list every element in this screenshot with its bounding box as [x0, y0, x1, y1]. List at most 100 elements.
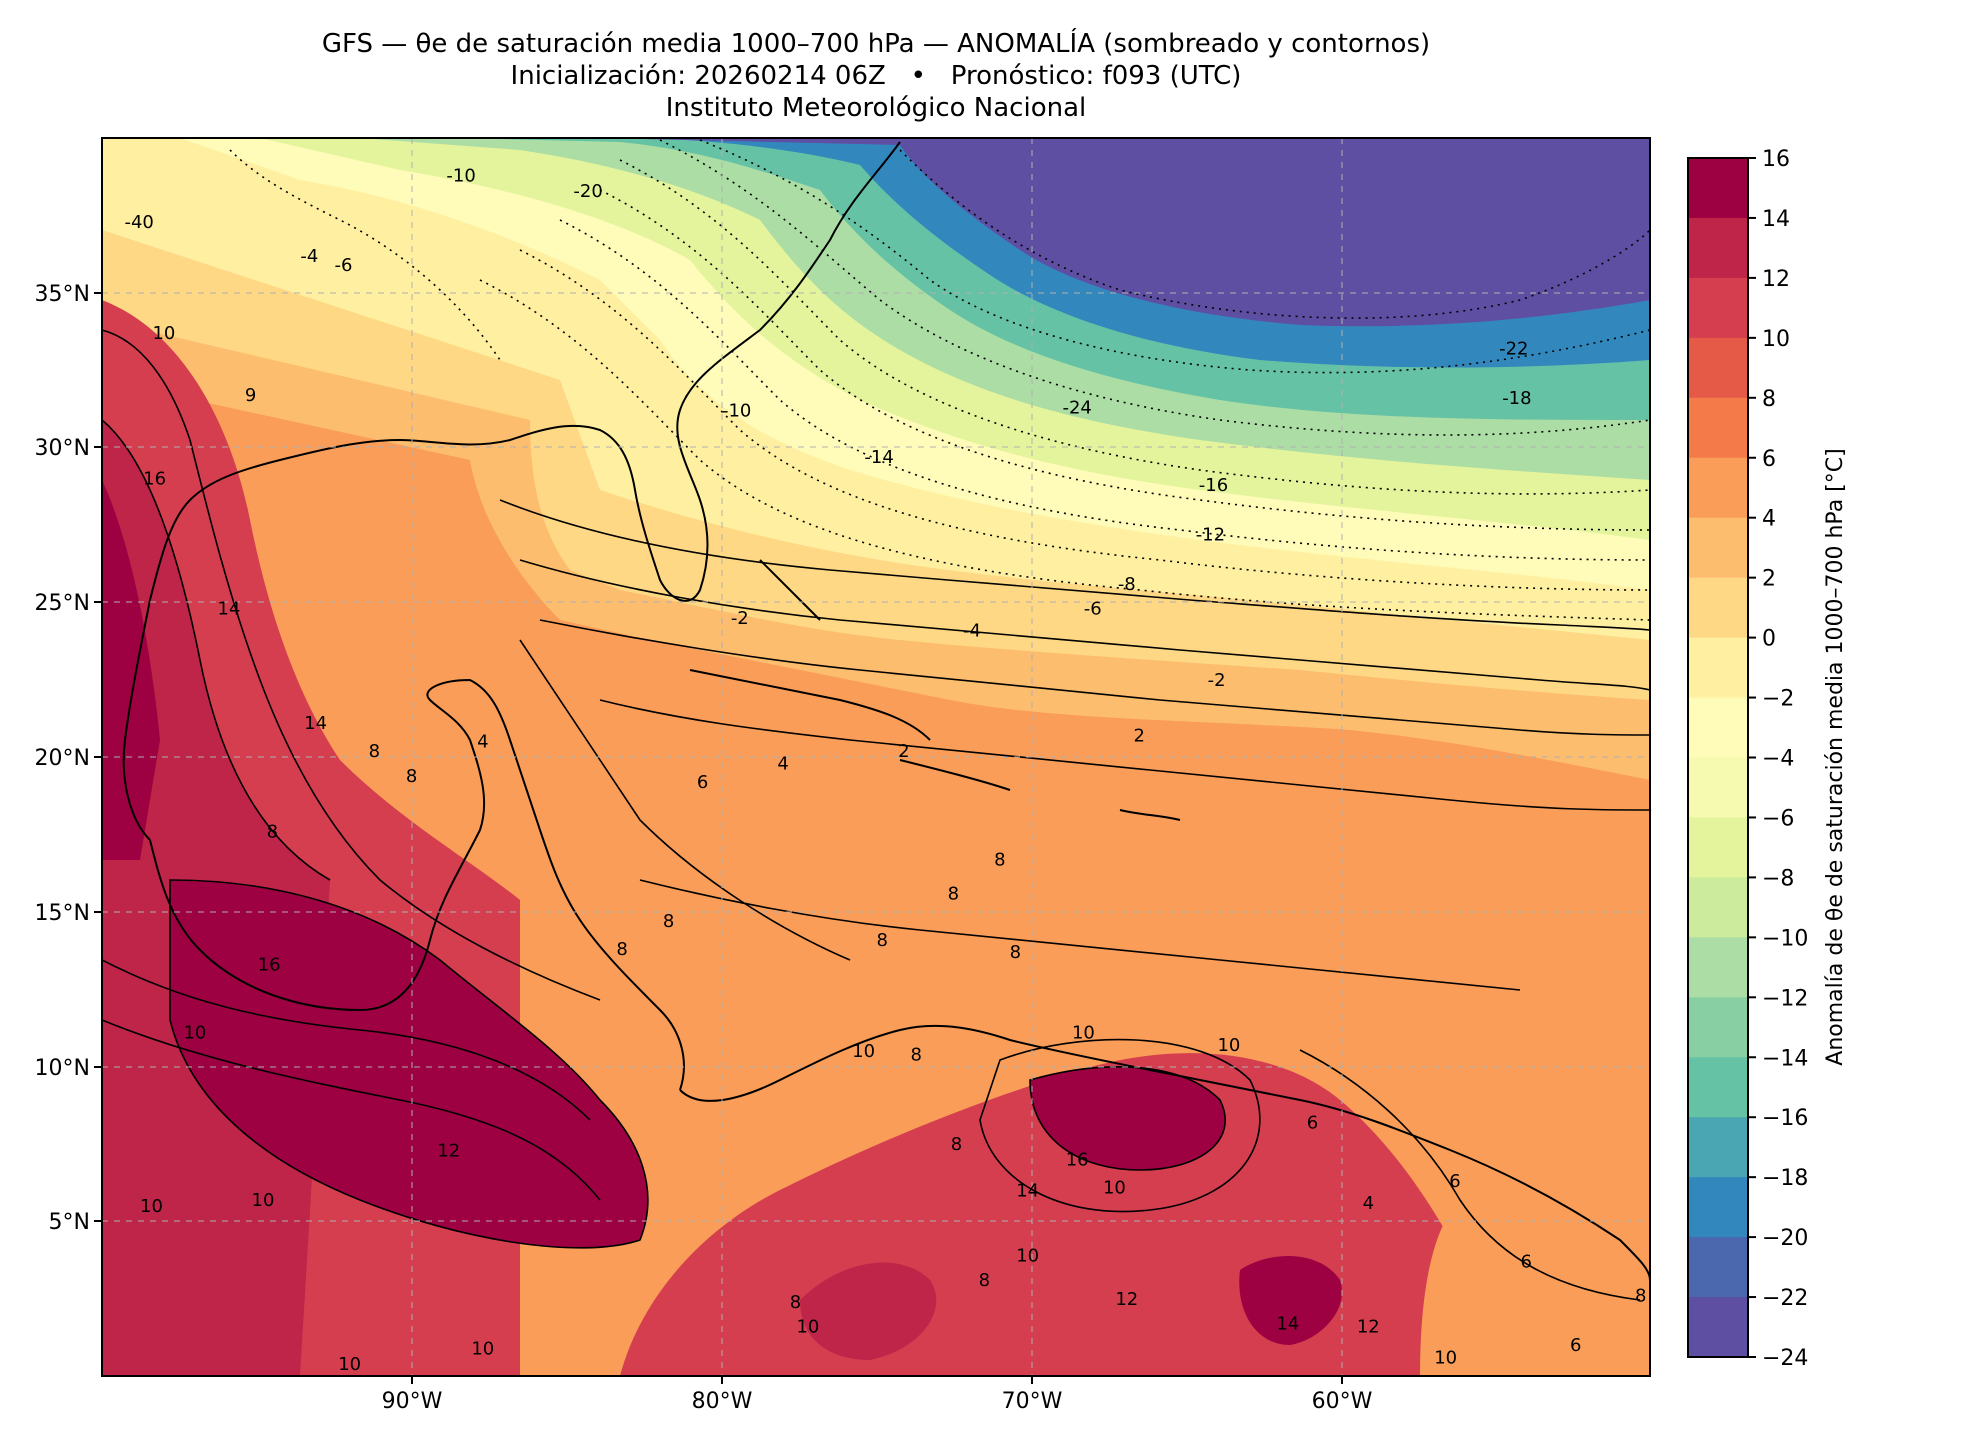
contour-label: -18	[1502, 388, 1531, 409]
lon-tick-label: 80°W	[692, 1389, 753, 1414]
contour-label: 16	[258, 955, 281, 976]
colorbar-swatch	[1688, 937, 1748, 998]
contour-m8	[559, 219, 1650, 561]
contour-label: -16	[1199, 475, 1228, 496]
contour-label: 16	[143, 469, 166, 490]
contour-label: -8	[1118, 574, 1136, 595]
colorbar-tick-label: −14	[1762, 1046, 1808, 1071]
lon-axis: 90°W 80°W 70°W 60°W	[382, 1376, 1373, 1414]
colorbar-tick-label: 10	[1762, 327, 1790, 352]
colorbar-tick-label: 12	[1762, 267, 1790, 292]
contour-label: 6	[1570, 1335, 1581, 1356]
contour-6-guianas	[1299, 1049, 1641, 1301]
colorbar-ticks: 16 14 12 10 8 6 4 2 0 −2 −4 −6 −8 −10 −12 −14 −16 −18 −20 −…	[1748, 147, 1808, 1371]
contour-label: 8	[910, 1044, 921, 1065]
contour-label: -6	[1084, 599, 1102, 620]
colorbar-swatch	[1688, 397, 1748, 459]
contour-label: 10	[1103, 1177, 1126, 1198]
contour-label: 8	[616, 939, 627, 960]
colorbar-tick-label: −18	[1762, 1166, 1808, 1191]
contour-label: -14	[864, 447, 893, 468]
contour-label: 10	[252, 1190, 275, 1211]
colorbar-tick-label: 8	[1762, 387, 1776, 412]
contour-label: -4	[963, 620, 981, 641]
contour-label: 6	[1449, 1171, 1460, 1192]
contour-label: 10	[338, 1354, 361, 1375]
colorbar-tick-label: 6	[1762, 447, 1776, 472]
contour-14-venezuela	[979, 1038, 1261, 1213]
contour-label: -10	[722, 401, 751, 422]
colorbar-tick-label: 2	[1762, 567, 1776, 592]
contour-labels: -20 -4 -6 -10 -40 10 9 16 14 14 8 8 8 4 16 10 12 10 10 10 10…	[124, 165, 1646, 1375]
colorbar-swatch	[1688, 1117, 1748, 1178]
contour-8-central	[519, 639, 851, 961]
contour-label: -2	[1208, 670, 1226, 691]
contour-label: 9	[245, 385, 256, 406]
colorbar-swatch	[1688, 757, 1748, 818]
contour-4	[539, 619, 1650, 736]
lat-axis: 5°N 10°N 15°N 20°N 25°N 30°N 35°N	[35, 282, 102, 1235]
contour-m6	[519, 249, 1650, 591]
colorbar-tick-label: −20	[1762, 1226, 1808, 1251]
colorbar-swatches	[1688, 158, 1748, 1358]
contour-label: 8	[948, 883, 959, 904]
contour-label: 8	[1635, 1286, 1646, 1307]
contour-m24	[899, 149, 1650, 319]
title-line-3: Instituto Meteorológico Nacional	[665, 93, 1087, 123]
colorbar-swatch	[1688, 877, 1748, 938]
coastline-mexico-central-america	[149, 678, 685, 1091]
contour-label: -12	[1196, 524, 1225, 545]
band-16-west	[102, 480, 160, 860]
band-m24	[600, 138, 1650, 327]
colorbar-tick-label: −24	[1762, 1346, 1808, 1371]
contour-label: 8	[663, 911, 674, 932]
coastline-puerto-rico	[1119, 809, 1181, 821]
lat-tick-label: 30°N	[35, 436, 90, 461]
colorbar-swatch	[1688, 1297, 1748, 1358]
band-6-guianas	[1420, 1198, 1650, 1376]
colorbar-tick-label: −8	[1762, 866, 1794, 891]
contour-label: 6	[697, 772, 708, 793]
contour-label: -22	[1499, 339, 1528, 360]
contour-2	[519, 559, 1650, 691]
lon-tick-label: 60°W	[1312, 1389, 1373, 1414]
colorbar-swatch	[1688, 517, 1748, 579]
contour-6	[599, 699, 1650, 811]
colorbar-tick-label: 16	[1762, 147, 1790, 172]
contour-label: 8	[790, 1292, 801, 1313]
coastline-us-mexico-gulf	[122, 141, 901, 841]
contour-label: 10	[183, 1023, 206, 1044]
colorbar-swatch	[1688, 1177, 1748, 1238]
contour-label: 14	[1016, 1181, 1039, 1202]
colorbar-swatch	[1688, 457, 1748, 519]
colorbar-swatch	[1688, 997, 1748, 1058]
band-16-pacific	[170, 880, 648, 1248]
lat-tick-label: 5°N	[49, 1210, 90, 1235]
lat-tick-label: 15°N	[35, 901, 90, 926]
contour-label: 6	[1307, 1112, 1318, 1133]
contour-label: 14	[217, 599, 240, 620]
contour-label: 4	[777, 753, 788, 774]
colorbar-tick-label: −10	[1762, 926, 1808, 951]
colorbar-tick-label: −4	[1762, 747, 1794, 772]
contour-label: -10	[446, 165, 475, 186]
colorbar-swatch	[1688, 1237, 1748, 1298]
colorbar-tick-label: −6	[1762, 806, 1794, 831]
colorbar-tick-label: 0	[1762, 627, 1776, 652]
contour-16-pacific	[169, 879, 649, 1249]
contour-label: 8	[406, 766, 417, 787]
anomaly-field	[102, 138, 1650, 1376]
contour-label: -24	[1062, 398, 1091, 419]
colorbar-swatch	[1688, 1057, 1748, 1118]
contour-label: -20	[573, 181, 602, 202]
contour-label: 12	[1115, 1289, 1138, 1310]
contour-16-venezuela	[1029, 1066, 1226, 1171]
contour-m4	[479, 279, 1650, 621]
colorbar-swatch	[1688, 158, 1748, 219]
contour-8-caribbean	[639, 879, 1521, 991]
contour-label: 8	[979, 1270, 990, 1291]
colorbar-tick-label: 4	[1762, 507, 1776, 532]
coastline-cuba	[689, 669, 931, 741]
contour-10-pacific	[102, 1019, 601, 1201]
